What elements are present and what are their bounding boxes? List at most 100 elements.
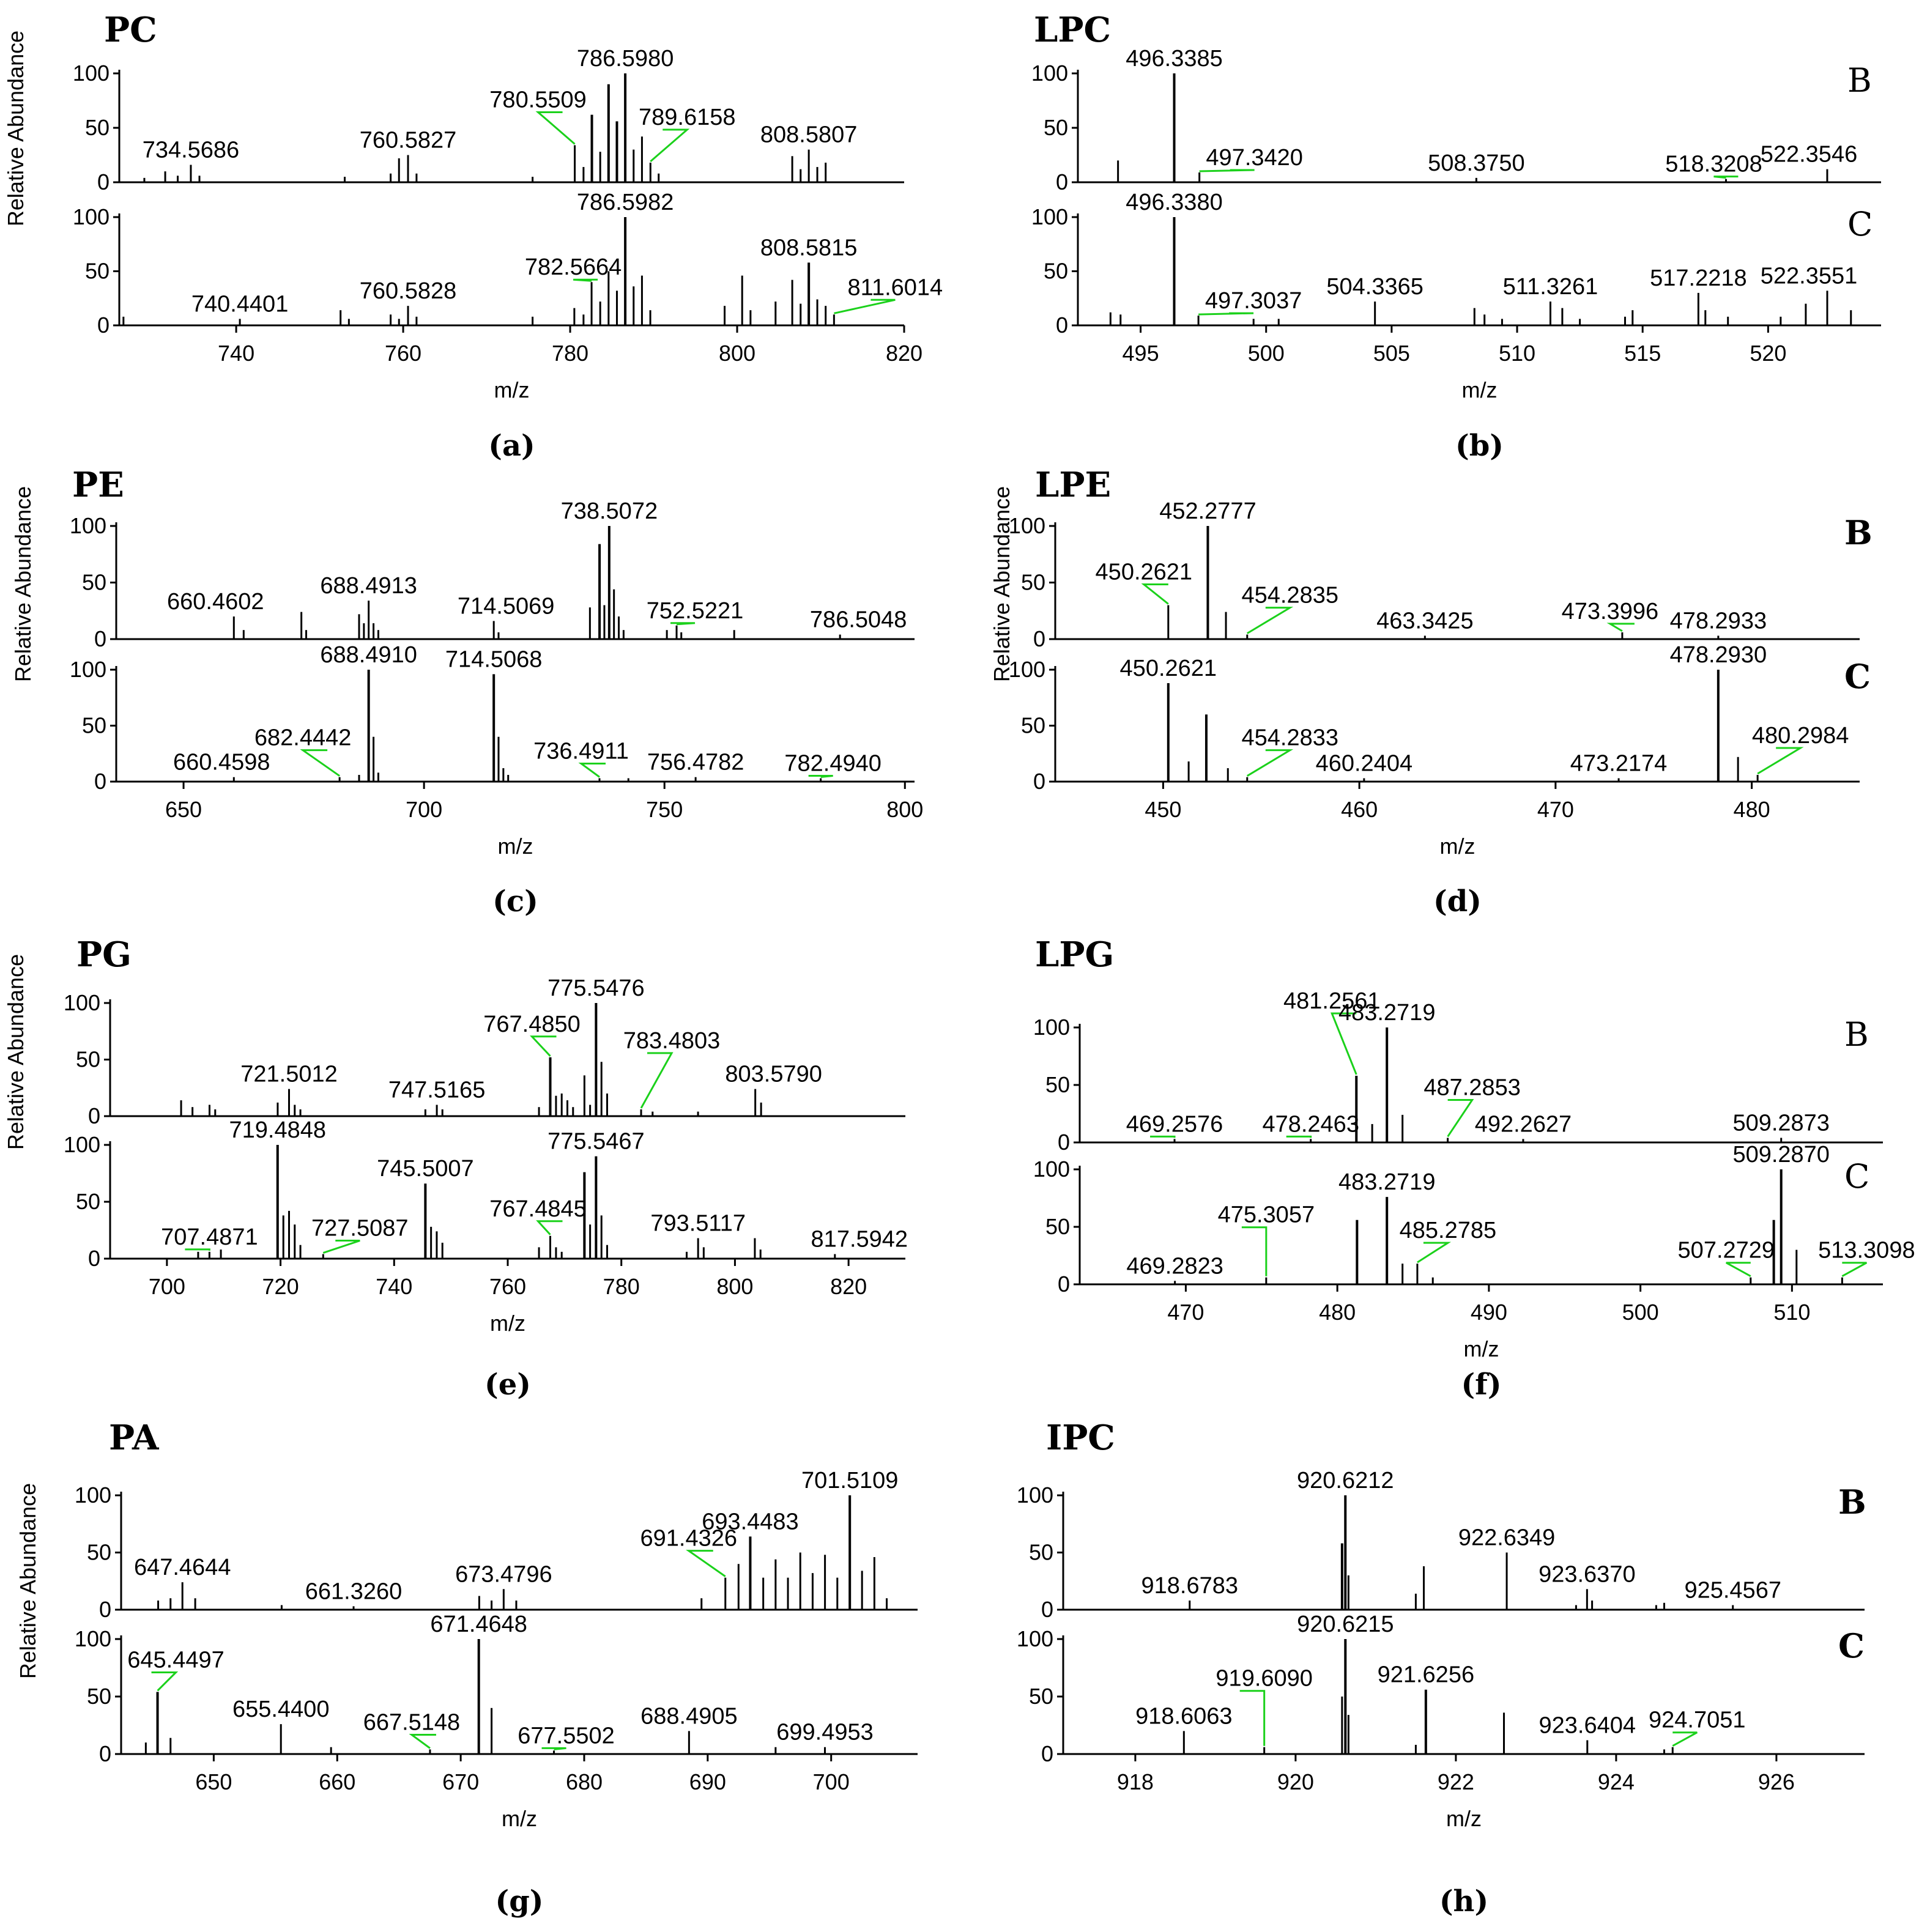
x-axis-label: m/z bbox=[494, 377, 530, 402]
label-leader bbox=[1331, 1012, 1357, 1075]
peak-label: 478.2930 bbox=[1670, 642, 1767, 668]
peak-label: 463.3425 bbox=[1376, 608, 1474, 634]
x-tick-label: 700 bbox=[813, 1769, 850, 1794]
peak-label: 469.2576 bbox=[1126, 1111, 1223, 1137]
x-tick-label: 520 bbox=[1750, 341, 1786, 366]
peak-label: 811.6014 bbox=[848, 275, 943, 300]
peak-label: 688.4913 bbox=[320, 573, 417, 599]
x-tick-label: 926 bbox=[1758, 1769, 1795, 1794]
spectrum-panel-b: LPC 0 50 100 B 496.3385 497.3420 508.3750 518.32… bbox=[1031, 10, 1881, 463]
label-leader bbox=[650, 128, 690, 163]
y-axis-label: Relative Abundance bbox=[10, 486, 35, 682]
peak-label: 454.2835 bbox=[1242, 583, 1339, 609]
x-tick-label: 720 bbox=[262, 1274, 299, 1299]
panel-title: LPE bbox=[1035, 465, 1111, 505]
label-leader bbox=[1757, 747, 1804, 775]
peak-label: 745.5007 bbox=[377, 1156, 474, 1182]
y-tick-label: 0 bbox=[99, 1741, 111, 1766]
y-axis-label: Relative Abundance bbox=[3, 954, 28, 1150]
y-tick-label: 50 bbox=[85, 115, 109, 140]
peak-label: 483.2719 bbox=[1338, 1169, 1436, 1195]
y-tick-label: 100 bbox=[1017, 1482, 1053, 1508]
peak-label: 808.5815 bbox=[760, 235, 858, 261]
peak-label: 736.4911 bbox=[533, 739, 629, 764]
peak-label: 775.5467 bbox=[547, 1129, 645, 1155]
peak-label: 738.5072 bbox=[561, 498, 658, 524]
label-leader bbox=[1447, 1098, 1474, 1138]
peak-label: 921.6256 bbox=[1378, 1662, 1475, 1688]
peak-label: 817.5942 bbox=[811, 1227, 908, 1253]
peak-label: 780.5509 bbox=[489, 87, 587, 113]
label-leader bbox=[1241, 1226, 1268, 1276]
peak-label: 925.4567 bbox=[1684, 1578, 1781, 1604]
x-tick-label: 800 bbox=[719, 341, 755, 366]
panel-caption: (a) bbox=[488, 429, 535, 463]
trace-tag: C bbox=[1844, 1157, 1869, 1196]
peak-label: 786.5980 bbox=[577, 46, 674, 72]
peak-label: 775.5476 bbox=[547, 975, 645, 1001]
peak-label: 483.2719 bbox=[1338, 1000, 1436, 1026]
peak-label: 522.3546 bbox=[1761, 142, 1858, 168]
peak-label: 497.3037 bbox=[1205, 288, 1302, 314]
x-tick-label: 660 bbox=[319, 1769, 355, 1794]
trace-1: 0 50 100 B 496.3385 497.3420 508.3750 518.32085… bbox=[1031, 46, 1881, 194]
trace-tag: B bbox=[1838, 1482, 1866, 1522]
y-tick-label: 50 bbox=[76, 1047, 100, 1072]
y-axis-label: Relative Abundance bbox=[989, 486, 1014, 682]
x-tick-label: 490 bbox=[1471, 1300, 1507, 1325]
y-tick-label: 50 bbox=[1029, 1684, 1053, 1709]
trace-1: 0 50 100 734.5686 760.5827 780.5509 786.5980 78… bbox=[73, 46, 904, 194]
y-tick-label: 100 bbox=[1031, 204, 1068, 229]
peak-label: 660.4598 bbox=[173, 750, 270, 775]
x-tick-label: 650 bbox=[165, 797, 202, 822]
panel-title: PA bbox=[109, 1418, 160, 1458]
peak-label: 511.3261 bbox=[1503, 274, 1598, 300]
peak-label: 504.3365 bbox=[1326, 274, 1423, 300]
panel-title: LPC bbox=[1034, 10, 1111, 50]
x-axis-label: m/z bbox=[1440, 834, 1475, 859]
label-leader bbox=[1672, 1731, 1698, 1747]
x-tick-label: 515 bbox=[1624, 341, 1661, 366]
peak-label: 480.2984 bbox=[1752, 723, 1849, 749]
trace-tag: C bbox=[1847, 205, 1873, 243]
label-leader bbox=[1199, 169, 1255, 172]
y-tick-label: 50 bbox=[87, 1684, 111, 1709]
peak-label: 507.2729 bbox=[1678, 1238, 1775, 1264]
trace-1: 0 50 100 721.5012 747.5165 767.4850 775.5476 78… bbox=[64, 975, 905, 1128]
panel-title: PG bbox=[76, 935, 132, 975]
label-leader bbox=[1286, 1135, 1312, 1138]
peak-label: 756.4782 bbox=[647, 750, 744, 775]
x-axis-label: m/z bbox=[502, 1806, 537, 1831]
y-tick-label: 0 bbox=[97, 313, 109, 338]
x-tick-label: 510 bbox=[1773, 1300, 1810, 1325]
spectrum-panel-e: PG Relative Abundance 0 50 100 721.5012 747.51… bbox=[3, 935, 908, 1402]
peak-label: 714.5069 bbox=[458, 593, 555, 619]
x-tick-label: 760 bbox=[489, 1274, 526, 1299]
peak-label: 497.3420 bbox=[1206, 145, 1303, 171]
peak-label: 452.2777 bbox=[1159, 498, 1256, 524]
y-tick-label: 100 bbox=[73, 204, 109, 229]
label-leader bbox=[578, 763, 606, 778]
x-tick-label: 470 bbox=[1537, 797, 1574, 822]
peak-label: 677.5502 bbox=[518, 1723, 615, 1749]
peak-label: 496.3380 bbox=[1126, 190, 1223, 215]
y-tick-label: 0 bbox=[1058, 1130, 1070, 1155]
peak-label: 673.4796 bbox=[455, 1561, 552, 1587]
peak-label: 920.6212 bbox=[1297, 1468, 1394, 1493]
x-axis-label: m/z bbox=[498, 834, 533, 859]
peak-label: 719.4848 bbox=[229, 1117, 327, 1143]
label-leader bbox=[1141, 583, 1169, 605]
peak-label: 508.3750 bbox=[1428, 150, 1525, 176]
x-tick-label: 690 bbox=[689, 1769, 726, 1794]
label-leader bbox=[1841, 1262, 1868, 1278]
label-leader bbox=[322, 1240, 360, 1254]
trace-2: 0 50 100 C 496.3380 497.3037 504.3365 511.3261 5… bbox=[1031, 190, 1881, 338]
label-leader bbox=[1726, 1262, 1751, 1278]
label-leader bbox=[541, 1747, 566, 1750]
y-tick-label: 50 bbox=[1021, 713, 1045, 738]
y-tick-label: 50 bbox=[1044, 115, 1068, 140]
label-leader bbox=[1417, 1242, 1452, 1264]
trace-tag: B bbox=[1844, 1015, 1869, 1054]
x-tick-label: 460 bbox=[1341, 797, 1378, 822]
peak-label: 740.4401 bbox=[191, 291, 289, 317]
